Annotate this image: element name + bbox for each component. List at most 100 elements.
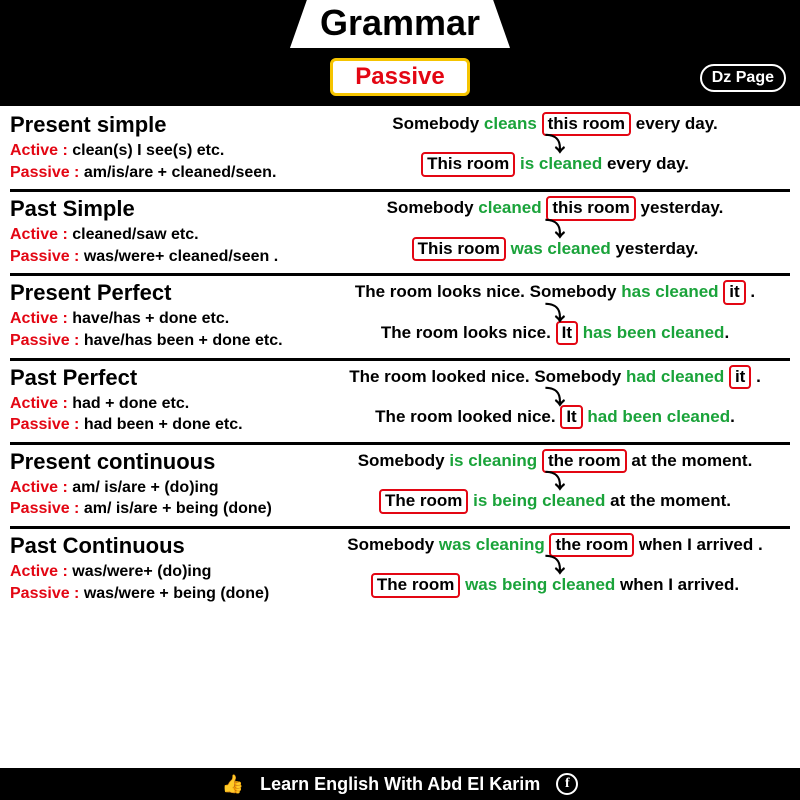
tense-heading: Present continuous	[10, 449, 314, 475]
ex-verb: was cleaned	[506, 239, 616, 258]
ex-text: yesterday.	[615, 239, 698, 258]
arrow-down-icon: ⤵	[545, 225, 565, 235]
ex-verb: has cleaned	[621, 282, 718, 301]
ex-text: Somebody	[387, 198, 479, 217]
ex-text: The room looks nice.	[381, 323, 556, 342]
active-example: Somebody cleans this room every day.	[320, 112, 790, 136]
tense-heading: Present simple	[10, 112, 314, 138]
ex-object-box: the room	[549, 533, 634, 557]
passive-rule-text: was/were + being (done)	[84, 585, 269, 602]
ex-text: The room looks nice. Somebody	[355, 282, 621, 301]
header-bar: Grammar	[0, 0, 800, 60]
rules-column: Past ContinuousActive : was/were+ (do)in…	[10, 533, 320, 604]
passive-rule-text: am/ is/are + being (done)	[84, 500, 272, 517]
arrow-down-icon: ⤵	[545, 309, 565, 319]
ex-text: .	[751, 367, 760, 386]
passive-rule-text: have/has been + done etc.	[84, 332, 283, 349]
ex-text: Somebody	[358, 451, 450, 470]
examples-column: Somebody cleaned this room yesterday.⤵Th…	[320, 196, 790, 267]
ex-verb: cleaned	[478, 198, 541, 217]
tense-heading: Past Simple	[10, 196, 314, 222]
ex-object-box: it	[729, 365, 751, 389]
rules-column: Present continuousActive : am/ is/are + …	[10, 449, 320, 520]
ex-verb: has been cleaned	[578, 323, 724, 342]
rules-column: Past SimpleActive : cleaned/saw etc. Pass…	[10, 196, 320, 267]
examples-column: The room looked nice. Somebody had clean…	[320, 365, 790, 436]
active-example: Somebody was cleaning the room when I ar…	[320, 533, 790, 557]
active-rule: Active : clean(s) I see(s) etc.	[10, 140, 314, 162]
arrow-down-icon: ⤵	[545, 477, 565, 487]
ex-verb: is cleaning	[449, 451, 537, 470]
ex-text: when I arrived.	[620, 575, 739, 594]
page-badge: Dz Page	[700, 64, 786, 92]
subtitle-row: Passive Dz Page	[0, 60, 800, 106]
ex-verb: is cleaned	[515, 154, 607, 173]
ex-verb: had cleaned	[626, 367, 724, 386]
ex-text: .	[730, 407, 735, 426]
transform-arrow: ⤵	[320, 307, 790, 321]
ex-text: The room looked nice.	[375, 407, 560, 426]
tense-section: Past SimpleActive : cleaned/saw etc. Pass…	[10, 192, 790, 276]
rules-column: Present simpleActive : clean(s) I see(s)…	[10, 112, 320, 183]
active-example: The room looked nice. Somebody had clean…	[320, 365, 790, 389]
active-rule-text: have/has + done etc.	[72, 310, 229, 327]
active-label: Active :	[10, 479, 72, 496]
ex-text: at the moment.	[627, 451, 753, 470]
active-label: Active :	[10, 310, 72, 327]
transform-arrow: ⤵	[320, 475, 790, 489]
active-rule-text: am/ is/are + (do)ing	[72, 479, 218, 496]
active-label: Active :	[10, 563, 72, 580]
passive-rule: Passive : am/is/are + cleaned/seen.	[10, 162, 314, 184]
ex-text: at the moment.	[610, 491, 731, 510]
active-label: Active :	[10, 395, 72, 412]
thumbs-up-icon: 👍	[222, 774, 244, 795]
ex-verb: had been cleaned	[583, 407, 730, 426]
tense-section: Present Perfect Active : have/has + done …	[10, 276, 790, 360]
transform-arrow: ⤵	[320, 391, 790, 405]
active-label: Active :	[10, 226, 72, 243]
passive-label: Passive :	[10, 164, 84, 181]
passive-label: Passive :	[10, 500, 84, 517]
tense-heading: Present Perfect	[10, 280, 314, 306]
passive-label: Passive :	[10, 248, 84, 265]
active-example: The room looks nice. Somebody has cleane…	[320, 280, 790, 304]
active-label: Active :	[10, 142, 72, 159]
passive-rule: Passive : have/has been + done etc.	[10, 330, 314, 352]
footer-bar: 👍 Learn English With Abd El Karim f	[0, 768, 800, 800]
passive-rule: Passive : am/ is/are + being (done)	[10, 498, 314, 520]
ex-text: The room looked nice. Somebody	[349, 367, 626, 386]
tense-section: Past ContinuousActive : was/were+ (do)in…	[10, 529, 790, 610]
rules-column: Past PerfectActive : had + done etc.Pass…	[10, 365, 320, 436]
active-rule-text: had + done etc.	[72, 395, 189, 412]
ex-text: Somebody	[392, 114, 484, 133]
active-rule: Active : had + done etc.	[10, 393, 314, 415]
content-area: Present simpleActive : clean(s) I see(s)…	[0, 106, 800, 610]
examples-column: Somebody was cleaning the room when I ar…	[320, 533, 790, 604]
passive-rule: Passive : had been + done etc.	[10, 414, 314, 436]
arrow-down-icon: ⤵	[545, 393, 565, 403]
transform-arrow: ⤵	[320, 559, 790, 573]
active-example: Somebody cleaned this room yesterday.	[320, 196, 790, 220]
ex-subject-box: The room	[371, 573, 460, 597]
ex-object-box: the room	[542, 449, 627, 473]
arrow-down-icon: ⤵	[545, 140, 565, 150]
ex-verb: cleans	[484, 114, 537, 133]
ex-text: every day.	[631, 114, 718, 133]
ex-subject-box: The room	[379, 489, 468, 513]
page-title: Grammar	[290, 0, 510, 48]
active-rule: Active : cleaned/saw etc.	[10, 224, 314, 246]
ex-subject-box: This room	[421, 152, 515, 176]
transform-arrow: ⤵	[320, 223, 790, 237]
ex-verb: was being cleaned	[460, 575, 620, 594]
active-rule: Active : was/were+ (do)ing	[10, 561, 314, 583]
ex-text: when I arrived .	[634, 535, 763, 554]
ex-verb: was cleaning	[439, 535, 545, 554]
active-rule: Active : am/ is/are + (do)ing	[10, 477, 314, 499]
tense-section: Past PerfectActive : had + done etc.Pass…	[10, 361, 790, 445]
examples-column: The room looks nice. Somebody has cleane…	[320, 280, 790, 351]
ex-text: yesterday.	[636, 198, 724, 217]
ex-text: every day.	[607, 154, 689, 173]
passive-label: Passive :	[10, 416, 84, 433]
footer-text: Learn English With Abd El Karim	[260, 774, 540, 795]
tense-heading: Past Perfect	[10, 365, 314, 391]
